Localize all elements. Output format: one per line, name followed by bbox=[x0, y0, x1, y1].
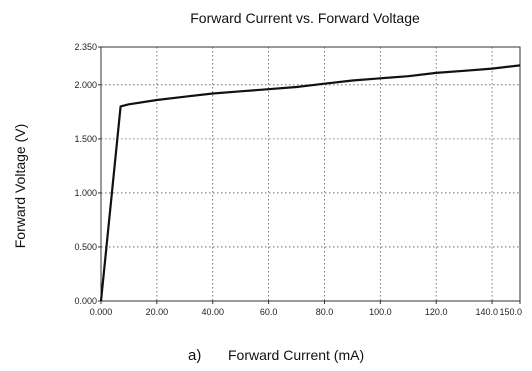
y-tick-label: 1.500 bbox=[74, 134, 97, 144]
y-axis-label: Forward Voltage (V) bbox=[12, 124, 28, 249]
series-line-forward-voltage bbox=[99, 64, 521, 302]
x-tick-label: 100.0 bbox=[369, 307, 392, 317]
chart-title: Forward Current vs. Forward Voltage bbox=[190, 10, 420, 26]
plot-area-frame bbox=[100, 46, 521, 302]
x-tick-label: 40.00 bbox=[201, 307, 224, 317]
x-tick-label: 140.0 bbox=[476, 307, 499, 317]
y-tick-label: 1.000 bbox=[74, 188, 97, 198]
y-axis-ticks: 0.000 0.500 1.000 1.500 2.000 2.350 bbox=[74, 42, 101, 306]
y-tick-label: 2.000 bbox=[74, 80, 97, 90]
x-axis-label: Forward Current (mA) bbox=[228, 347, 364, 363]
panel-label: a) bbox=[188, 347, 201, 364]
x-tick-label: 20.00 bbox=[146, 307, 169, 317]
x-axis-ticks: 0.000 20.00 40.00 60.0 80.0 100.0 120.0 140.0 15… bbox=[90, 301, 522, 317]
y-tick-label: 0.500 bbox=[74, 242, 97, 252]
x-tick-label: 0.000 bbox=[90, 307, 113, 317]
x-tick-label: 150.0 bbox=[499, 307, 522, 317]
y-tick-label: 0.000 bbox=[74, 296, 97, 306]
x-tick-label: 80.0 bbox=[316, 307, 334, 317]
y-tick-label: 2.350 bbox=[74, 42, 97, 52]
x-tick-label: 120.0 bbox=[425, 307, 448, 317]
x-tick-label: 60.0 bbox=[260, 307, 278, 317]
